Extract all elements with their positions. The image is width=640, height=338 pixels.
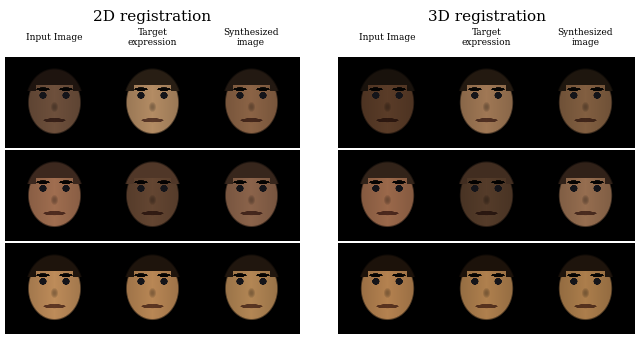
Text: image: image — [237, 38, 265, 47]
Text: 3D registration: 3D registration — [428, 10, 545, 24]
Text: Target: Target — [138, 28, 168, 37]
Text: expression: expression — [461, 38, 511, 47]
Bar — [5, 150, 300, 241]
Text: 2D registration: 2D registration — [93, 10, 212, 24]
Bar — [5, 243, 300, 334]
Bar — [5, 57, 300, 148]
Bar — [338, 243, 635, 334]
Text: image: image — [572, 38, 600, 47]
Text: expression: expression — [128, 38, 177, 47]
Text: Synthesized: Synthesized — [557, 28, 613, 37]
Bar — [338, 150, 635, 241]
Text: Target: Target — [472, 28, 501, 37]
Bar — [338, 57, 635, 148]
Text: Input Image: Input Image — [26, 33, 83, 42]
Text: Input Image: Input Image — [359, 33, 416, 42]
Text: Synthesized: Synthesized — [223, 28, 278, 37]
